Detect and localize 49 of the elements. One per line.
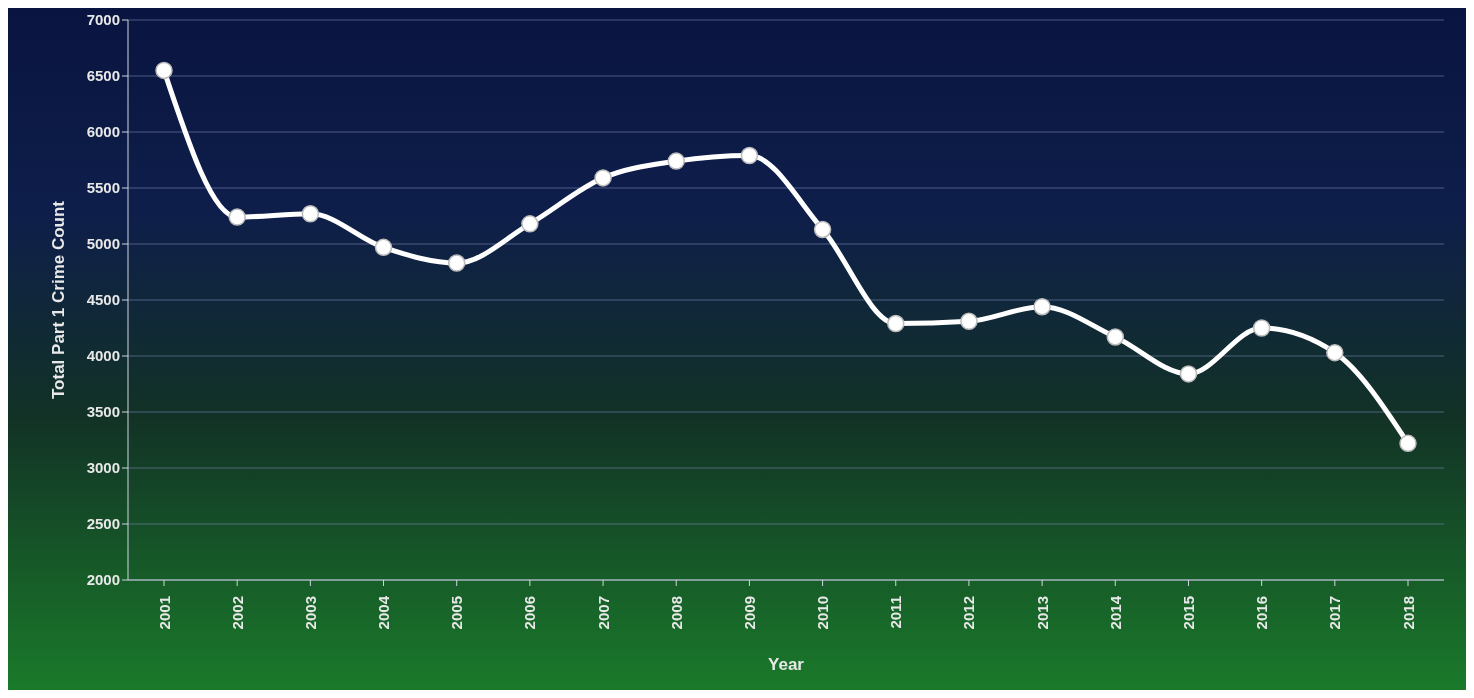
y-tick-label: 6000 xyxy=(86,123,120,141)
point xyxy=(813,220,832,239)
point xyxy=(1399,434,1417,453)
y-tick-label: 4500 xyxy=(86,291,120,309)
x-tick-label: 2013 xyxy=(1033,596,1051,630)
x-tick-label: 2014 xyxy=(1106,595,1124,630)
point xyxy=(1326,343,1344,362)
y-tick-label: 3000 xyxy=(86,459,120,477)
y-tick-label: 2000 xyxy=(86,571,120,589)
point xyxy=(1252,319,1271,337)
x-tick-label: 2009 xyxy=(740,596,758,630)
point xyxy=(228,208,246,226)
x-tick-label: 2001 xyxy=(155,596,173,630)
x-tick-label: 2012 xyxy=(960,596,978,630)
x-tick-label: 2017 xyxy=(1326,596,1344,630)
point xyxy=(1033,297,1051,316)
point xyxy=(1106,328,1125,346)
point xyxy=(1179,365,1198,383)
point xyxy=(374,238,393,257)
x-tick-label: 2015 xyxy=(1179,596,1197,630)
point xyxy=(521,215,539,233)
y-tick-label: 3500 xyxy=(86,403,120,421)
x-tick-label: 2008 xyxy=(667,596,685,630)
x-axis-title: Year xyxy=(768,655,805,674)
point xyxy=(667,152,685,170)
x-tick-label: 2011 xyxy=(887,596,905,629)
x-tick-label: 2010 xyxy=(814,596,832,630)
x-tick-label: 2003 xyxy=(301,596,319,630)
x-tick-label: 2006 xyxy=(521,596,539,630)
point xyxy=(155,61,173,80)
x-tick-label: 2004 xyxy=(375,595,393,630)
point xyxy=(447,254,466,272)
point xyxy=(301,205,320,223)
x-tick-label: 2007 xyxy=(594,596,612,630)
y-axis-title: Total Part 1 Crime Count xyxy=(49,200,69,400)
y-tick-label: 2500 xyxy=(86,515,120,533)
y-tick-label: 5000 xyxy=(86,235,120,253)
point xyxy=(887,314,905,333)
x-tick-label: 2018 xyxy=(1399,596,1417,630)
point xyxy=(960,312,978,331)
x-tick-label: 2002 xyxy=(228,596,246,630)
x-tick-label: 2016 xyxy=(1253,596,1271,630)
point xyxy=(740,146,759,165)
y-tick-label: 6500 xyxy=(86,67,120,85)
y-tick-label: 7000 xyxy=(86,11,120,29)
y-tick-label: 4000 xyxy=(86,347,120,365)
x-tick-label: 2005 xyxy=(448,596,466,630)
y-tick-label: 5500 xyxy=(86,179,120,197)
point xyxy=(594,169,612,187)
